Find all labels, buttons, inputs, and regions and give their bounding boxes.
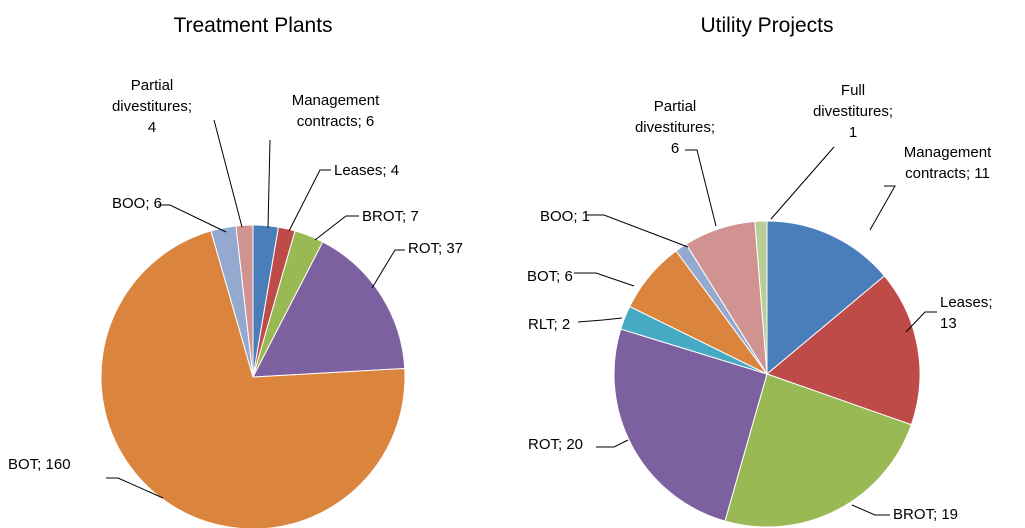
data-label: BOT; 6 bbox=[527, 268, 573, 285]
leader-line bbox=[371, 249, 405, 289]
data-label: BOT; 160 bbox=[8, 456, 71, 473]
leader-line bbox=[770, 146, 835, 220]
leader-line bbox=[267, 139, 271, 229]
leader-line bbox=[314, 215, 359, 241]
data-label: Partial divestitures; 4 bbox=[111, 77, 193, 136]
data-label: ROT; 20 bbox=[528, 436, 584, 453]
pie-slice bbox=[766, 220, 886, 376]
chart-title: Utility Projects bbox=[700, 14, 834, 37]
data-label: BROT; 19 bbox=[893, 506, 959, 523]
leader-line bbox=[213, 119, 243, 228]
data-label: BOO; 6 bbox=[112, 195, 163, 212]
leader-line bbox=[158, 204, 227, 233]
data-label: Management contracts; 6 bbox=[291, 92, 380, 130]
pie-slice bbox=[252, 241, 406, 378]
leader-line bbox=[577, 317, 623, 323]
data-label: RLT; 2 bbox=[528, 316, 571, 333]
leader-line bbox=[288, 169, 331, 232]
leader-line bbox=[851, 504, 890, 516]
leader-line bbox=[106, 477, 164, 499]
data-label: Full divestitures; 1 bbox=[812, 82, 894, 141]
leader-line bbox=[596, 439, 629, 448]
pie-slice bbox=[100, 230, 406, 528]
data-label: BOO; 1 bbox=[540, 208, 591, 225]
data-label: Partial divestitures; 6 bbox=[634, 98, 716, 157]
data-label: Leases; 13 bbox=[940, 294, 993, 332]
leader-line bbox=[685, 149, 717, 227]
leader-line bbox=[869, 185, 896, 231]
data-label: BROT; 7 bbox=[362, 208, 419, 225]
leader-line bbox=[574, 272, 635, 287]
data-label: ROT; 37 bbox=[408, 240, 464, 257]
pie-slice bbox=[754, 220, 768, 375]
chart-title: Treatment Plants bbox=[173, 14, 333, 37]
data-label: Management contracts; 11 bbox=[903, 144, 992, 182]
leader-line bbox=[586, 214, 689, 248]
data-label: Leases; 4 bbox=[334, 162, 400, 179]
pie-slice bbox=[724, 373, 912, 528]
pie-slice bbox=[613, 328, 768, 522]
pie-slice bbox=[235, 224, 254, 378]
leader-line bbox=[905, 311, 937, 333]
pie-slice bbox=[766, 275, 921, 426]
